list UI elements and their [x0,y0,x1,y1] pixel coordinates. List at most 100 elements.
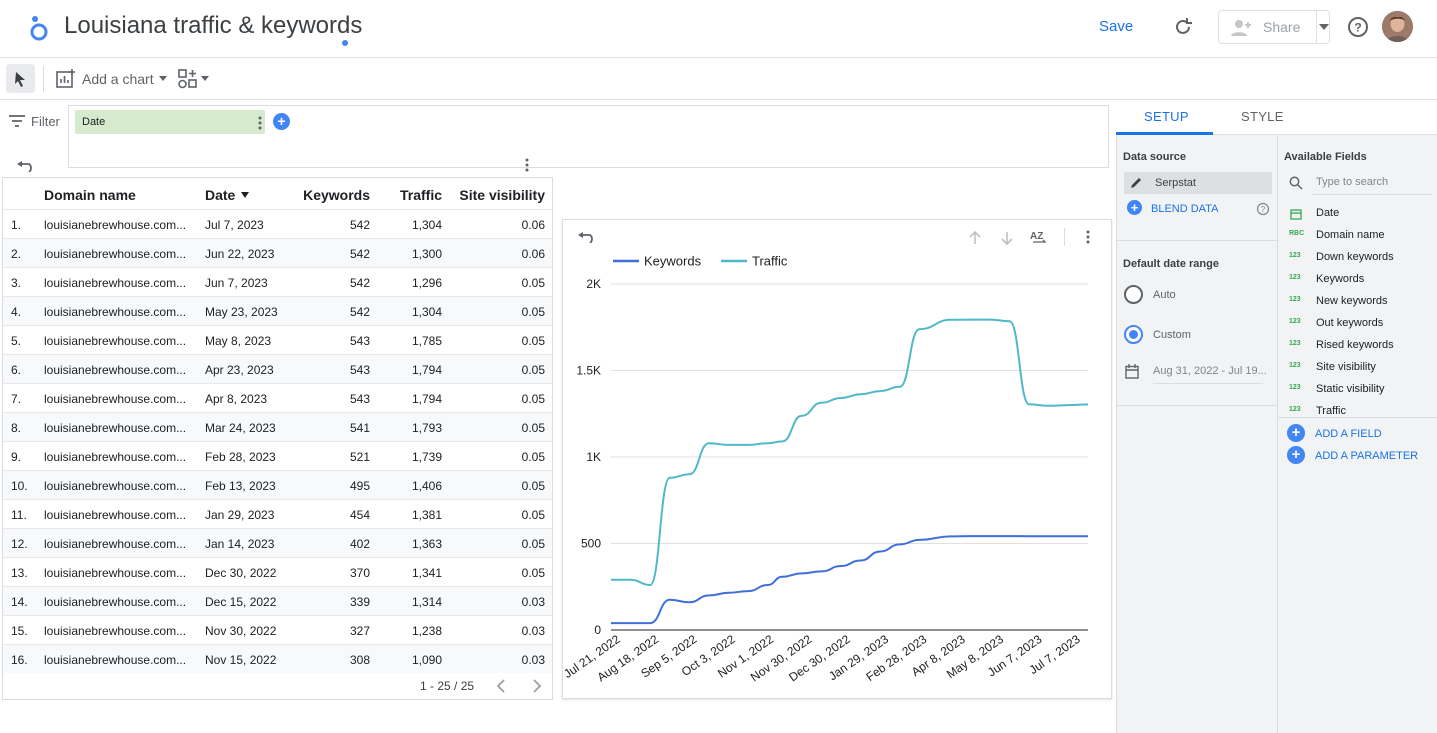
add-filter-button[interactable]: + [273,113,290,130]
report-title[interactable]: Louisiana traffic & keywords [64,12,363,39]
row-number: 7. [11,392,22,406]
looker-studio-logo-icon[interactable] [28,13,50,41]
cell-traffic: 1,739 [411,450,442,464]
cell-keywords: 370 [349,566,370,580]
filter-bar[interactable]: Date + [68,105,1109,168]
col-site-visibility[interactable]: Site visibility [459,187,545,203]
refresh-icon[interactable] [1172,16,1194,38]
tab-style[interactable]: STYLE [1241,109,1284,124]
chip-more-icon[interactable] [258,116,262,130]
table-row[interactable]: 1. louisianebrewhouse.com... Jul 7, 2023 54… [3,209,552,238]
field-item[interactable]: 123 Static visibility [1278,379,1437,401]
help-icon[interactable]: ? [1347,16,1369,38]
date-range-picker[interactable]: Aug 31, 2022 - Jul 19... [1153,365,1267,377]
add-field-plus-icon[interactable]: + [1287,424,1305,442]
sort-desc-icon[interactable] [241,192,249,198]
custom-radio[interactable] [1124,325,1143,344]
chart-more-icon[interactable] [1086,230,1090,244]
filter-icon[interactable] [8,114,26,128]
blend-data-button[interactable]: BLEND DATA [1151,203,1219,215]
table-row[interactable]: 4. louisianebrewhouse.com... May 23, 2023 5… [3,296,552,325]
field-item[interactable]: Date [1278,203,1437,225]
col-traffic[interactable]: Traffic [399,187,442,203]
add-chart-icon[interactable] [56,69,76,89]
table-row[interactable]: 2. louisianebrewhouse.com... Jun 22, 2023 5… [3,238,552,267]
add-parameter-plus-icon[interactable]: + [1287,446,1305,464]
toolbar: Add a chart [0,58,1437,100]
add-chart-dropdown-icon[interactable] [159,76,167,81]
data-source-chip[interactable]: Serpstat [1124,172,1272,194]
field-item[interactable]: 123 Rised keywords [1278,335,1437,357]
table-row[interactable]: 8. louisianebrewhouse.com... Mar 24, 2023 5… [3,412,552,441]
field-item[interactable]: 123 Keywords [1278,269,1437,291]
table-row[interactable]: 6. louisianebrewhouse.com... Apr 23, 2023 5… [3,354,552,383]
date-chip-label: Date [82,116,106,128]
chart-undo-icon[interactable] [577,231,597,243]
table-row[interactable]: 10. louisianebrewhouse.com... Feb 13, 2023… [3,470,552,499]
data-table[interactable]: Domain name Date Keywords Traffic Site v… [2,177,553,700]
cell-keywords: 543 [349,334,370,348]
help-circle-icon[interactable]: ? [1256,202,1270,216]
table-row[interactable]: 7. louisianebrewhouse.com... Apr 8, 2023 54… [3,383,552,412]
available-fields-title: Available Fields [1284,151,1367,163]
field-label: Domain name [1316,229,1385,241]
edit-pencil-icon[interactable] [1129,176,1143,190]
prev-page-icon[interactable] [496,679,506,693]
field-search-input[interactable]: Type to search [1316,176,1389,188]
table-row[interactable]: 16. louisianebrewhouse.com... Nov 15, 2022… [3,644,552,673]
filter-label[interactable]: Filter [31,114,60,129]
table-row[interactable]: 15. louisianebrewhouse.com... Nov 30, 2022… [3,615,552,644]
date-range-label: Default date range [1123,258,1219,270]
cell-keywords: 521 [349,450,370,464]
share-dropdown-icon[interactable] [1319,24,1329,30]
cell-domain: louisianebrewhouse.com... [44,218,187,232]
svg-text:?: ? [1354,21,1361,35]
row-number: 11. [11,508,27,522]
field-item[interactable]: 123 Out keywords [1278,313,1437,335]
field-item[interactable]: 123 Site visibility [1278,357,1437,379]
save-button[interactable]: Save [1099,18,1134,35]
table-row[interactable]: 13. louisianebrewhouse.com... Dec 30, 2022… [3,557,552,586]
undo-icon[interactable] [16,160,36,172]
date-filter-chip[interactable]: Date [75,110,265,134]
add-chart-button[interactable]: Add a chart [82,71,154,87]
field-item[interactable]: 123 Traffic [1278,401,1437,423]
col-domain-name[interactable]: Domain name [44,187,136,203]
y-tick-label: 1K [586,450,601,464]
next-page-icon[interactable] [532,679,542,693]
y-tick-label: 1.5K [576,364,601,378]
sort-az-icon[interactable]: AZ [1030,228,1050,246]
sort-up-icon[interactable] [967,230,983,246]
table-row[interactable]: 5. louisianebrewhouse.com... May 8, 2023 54… [3,325,552,354]
select-tool-button[interactable] [6,64,35,93]
field-item[interactable]: 123 New keywords [1278,291,1437,313]
col-date[interactable]: Date [205,187,236,203]
sort-down-icon[interactable] [999,230,1015,246]
table-row[interactable]: 11. louisianebrewhouse.com... Jan 29, 2023… [3,499,552,528]
table-row[interactable]: 12. louisianebrewhouse.com... Jan 14, 2023… [3,528,552,557]
add-field-button[interactable]: ADD A FIELD [1315,428,1382,440]
time-series-chart[interactable]: AZ 0 500 1K 1.5K 2K Keywords Traffic Jul 21, 20… [562,219,1112,699]
tab-setup[interactable]: SETUP [1144,109,1189,124]
cell-keywords: 339 [349,595,370,609]
table-row[interactable]: 3. louisianebrewhouse.com... Jun 7, 2023 54… [3,267,552,296]
avatar[interactable] [1382,11,1413,42]
add-parameter-button[interactable]: ADD A PARAMETER [1315,450,1419,462]
table-row[interactable]: 14. louisianebrewhouse.com... Dec 15, 2022… [3,586,552,615]
field-item[interactable]: RBC Domain name [1278,225,1437,247]
field-label: Out keywords [1316,317,1384,329]
cell-keywords: 327 [349,624,370,638]
y-tick-label: 2K [586,277,601,291]
table-row[interactable]: 9. louisianebrewhouse.com... Feb 28, 2023 5… [3,441,552,470]
add-control-icon[interactable] [178,69,200,89]
auto-radio[interactable] [1124,285,1143,304]
col-keywords[interactable]: Keywords [303,187,370,203]
blend-data-plus-icon[interactable]: + [1127,200,1142,215]
add-control-dropdown-icon[interactable] [201,76,209,81]
cell-traffic: 1,406 [411,479,442,493]
cell-site-visibility: 0.03 [521,624,545,638]
share-button[interactable]: Share [1218,10,1330,44]
table-more-icon[interactable] [525,158,529,172]
field-item[interactable]: 123 Down keywords [1278,247,1437,269]
